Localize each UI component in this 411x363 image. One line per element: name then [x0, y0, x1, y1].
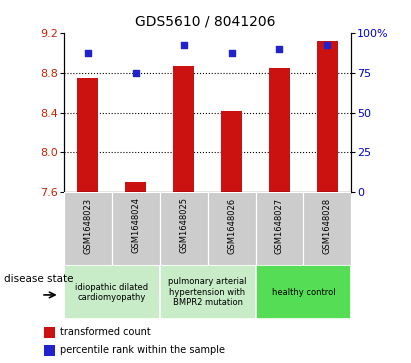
Text: GSM1648024: GSM1648024 [131, 197, 140, 253]
Bar [159, 265, 256, 319]
Bar [221, 111, 242, 192]
Bar [44, 327, 55, 338]
Point [324, 42, 331, 48]
Text: GSM1648028: GSM1648028 [323, 197, 332, 254]
Text: GSM1648027: GSM1648027 [275, 197, 284, 254]
Bar [316, 41, 338, 192]
Bar [125, 183, 146, 192]
Bar [64, 192, 112, 265]
Point [132, 70, 139, 76]
Point [180, 42, 187, 48]
Bar [159, 192, 208, 265]
Text: GSM1648025: GSM1648025 [179, 197, 188, 253]
Bar [208, 192, 256, 265]
Bar [64, 265, 159, 319]
Text: GSM1648023: GSM1648023 [83, 197, 92, 254]
Bar [256, 192, 303, 265]
Bar [112, 192, 159, 265]
Text: GDS5610 / 8041206: GDS5610 / 8041206 [135, 15, 276, 29]
Bar [256, 265, 351, 319]
Text: percentile rank within the sample: percentile rank within the sample [60, 345, 225, 355]
Bar [269, 68, 290, 192]
Bar [303, 192, 351, 265]
Bar [44, 345, 55, 356]
Bar [173, 66, 194, 192]
Text: idiopathic dilated
cardiomyopathy: idiopathic dilated cardiomyopathy [75, 282, 148, 302]
Point [276, 46, 283, 52]
Point [228, 50, 235, 56]
Text: healthy control: healthy control [272, 288, 335, 297]
Text: pulmonary arterial
hypertension with
BMPR2 mutation: pulmonary arterial hypertension with BMP… [169, 277, 247, 307]
Text: GSM1648026: GSM1648026 [227, 197, 236, 254]
Text: transformed count: transformed count [60, 327, 151, 337]
Text: disease state: disease state [4, 274, 74, 284]
Point [84, 50, 91, 56]
Bar [77, 78, 99, 192]
